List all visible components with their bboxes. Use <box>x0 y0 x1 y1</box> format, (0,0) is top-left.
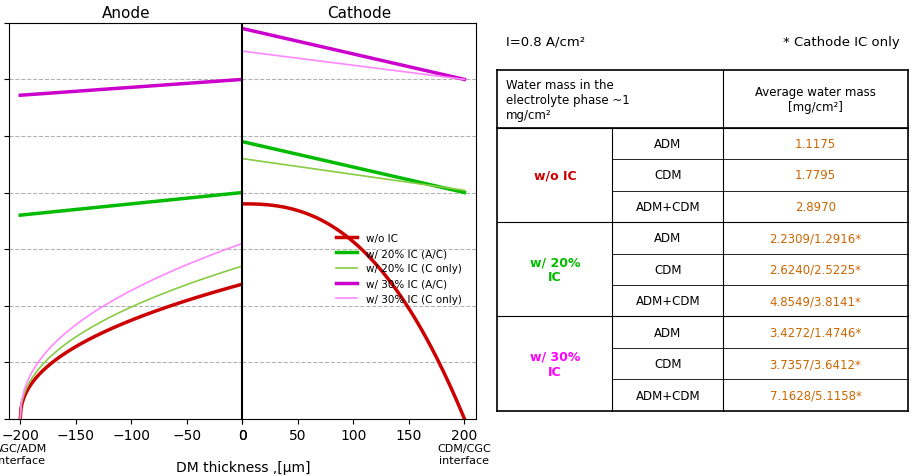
Text: ADM: ADM <box>654 138 681 151</box>
Text: w/ 20%
IC: w/ 20% IC <box>530 256 580 284</box>
Text: CDM: CDM <box>654 263 681 276</box>
Text: * Cathode IC only: * Cathode IC only <box>783 36 900 49</box>
Text: CDM/CGC
interface: CDM/CGC interface <box>437 443 492 465</box>
Text: w/o IC: w/o IC <box>534 169 576 182</box>
Text: ADM+CDM: ADM+CDM <box>635 295 700 307</box>
Text: ADM+CDM: ADM+CDM <box>635 389 700 402</box>
Text: I=0.8 A/cm²: I=0.8 A/cm² <box>505 36 585 49</box>
Legend: w/o IC, w/ 20% IC (A/C), w/ 20% IC (C only), w/ 30% IC (A/C), w/ 30% IC (C only): w/o IC, w/ 20% IC (A/C), w/ 20% IC (C on… <box>332 229 466 308</box>
Text: 3.7357/3.6412*: 3.7357/3.6412* <box>769 357 861 370</box>
Text: 2.2309/1.2916*: 2.2309/1.2916* <box>769 232 862 245</box>
Text: 2.6240/2.5225*: 2.6240/2.5225* <box>769 263 861 276</box>
Text: ADM: ADM <box>654 326 681 339</box>
Text: 1.7795: 1.7795 <box>795 169 836 182</box>
Text: Average water mass
[mg/cm²]: Average water mass [mg/cm²] <box>755 86 876 114</box>
Text: Water mass in the
electrolyte phase ~1
mg/cm²: Water mass in the electrolyte phase ~1 m… <box>505 79 629 121</box>
Title: Anode: Anode <box>102 6 150 21</box>
Text: CDM: CDM <box>654 169 681 182</box>
Text: ADM+CDM: ADM+CDM <box>635 200 700 213</box>
Text: 3.4272/1.4746*: 3.4272/1.4746* <box>769 326 862 339</box>
Text: AGC/ADM
interface: AGC/ADM interface <box>0 443 47 465</box>
Text: w/ 30%
IC: w/ 30% IC <box>530 350 580 378</box>
Title: Cathode: Cathode <box>326 6 391 21</box>
Text: DM thickness ,[μm]: DM thickness ,[μm] <box>176 460 310 474</box>
Text: 7.1628/5.1158*: 7.1628/5.1158* <box>769 389 861 402</box>
Text: ADM: ADM <box>654 232 681 245</box>
Text: 1.1175: 1.1175 <box>795 138 836 151</box>
Text: 2.8970: 2.8970 <box>795 200 836 213</box>
Text: CDM: CDM <box>654 357 681 370</box>
Text: 4.8549/3.8141*: 4.8549/3.8141* <box>769 295 861 307</box>
